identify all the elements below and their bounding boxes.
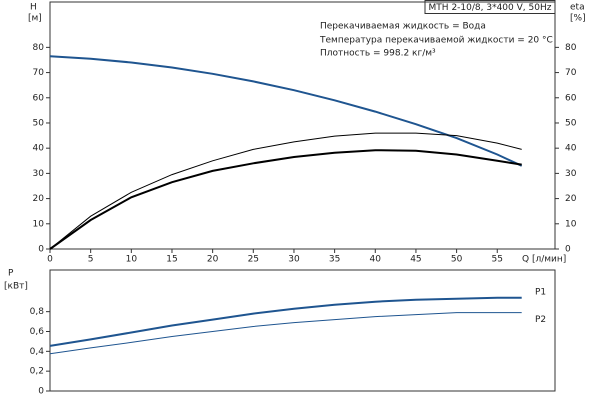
annotation: Перекачиваемая жидкость = Вода (320, 22, 486, 32)
y-axis-label: H (30, 3, 37, 13)
chart-title: MTH 2-10/8, 3*400 V, 50Hz (429, 3, 552, 13)
x-tick-label: 25 (248, 255, 259, 265)
y-tick-label: 30 (33, 169, 45, 179)
y-tick-label: 0,6 (30, 327, 45, 337)
x-tick-label: 35 (329, 255, 340, 265)
y2-tick-label: 30 (565, 169, 577, 179)
y2-tick-label: 10 (565, 219, 577, 229)
x-axis-label: Q [л/мин] (522, 255, 566, 265)
y-tick-label: 80 (33, 43, 45, 53)
series-label: P1 (535, 287, 546, 297)
curve (49, 312, 522, 355)
y2-tick-label: 40 (565, 144, 577, 154)
y-axis-unit: [кВт] (4, 282, 28, 292)
y-tick-label: 60 (33, 93, 45, 103)
x-tick-label: 0 (47, 255, 53, 265)
y-tick-label: 20 (33, 194, 45, 204)
annotation: Плотность = 998.2 кг/м³ (320, 49, 436, 59)
annotation: Температура перекачиваемой жидкости = 20… (319, 36, 553, 46)
series-label: P2 (535, 315, 546, 325)
x-tick-label: 45 (410, 255, 421, 265)
y-tick-label: 40 (33, 144, 45, 154)
y-tick-label: 0 (38, 387, 44, 397)
curve (49, 55, 523, 167)
y2-axis-label: eta (570, 3, 585, 13)
y-tick-label: 0 (38, 245, 44, 255)
curve (49, 149, 522, 250)
y-tick-label: 70 (33, 68, 45, 78)
plot-frame (49, 1, 556, 250)
curve (49, 132, 522, 250)
plot-frame (49, 269, 556, 392)
y2-tick-label: 70 (565, 68, 577, 78)
x-tick-label: 40 (370, 255, 382, 265)
x-tick-label: 5 (88, 255, 94, 265)
y2-tick-label: 0 (565, 245, 571, 255)
y-axis-label: P (8, 269, 14, 279)
y-tick-label: 50 (33, 118, 45, 128)
x-tick-label: 30 (288, 255, 300, 265)
x-tick-label: 10 (126, 255, 138, 265)
y-tick-label: 0,8 (30, 307, 45, 317)
y2-tick-label: 20 (565, 194, 577, 204)
x-tick-label: 55 (492, 255, 503, 265)
y2-tick-label: 60 (565, 93, 577, 103)
x-tick-label: 20 (207, 255, 219, 265)
y-tick-label: 0,2 (30, 367, 44, 377)
y2-tick-label: 80 (565, 43, 577, 53)
y-tick-label: 0,4 (30, 347, 45, 357)
curve (49, 296, 522, 347)
y2-tick-label: 50 (565, 118, 577, 128)
y-axis-unit: [м] (28, 14, 42, 24)
y2-axis-unit: [%] (570, 14, 586, 24)
x-tick-label: 50 (451, 255, 463, 265)
y-tick-label: 10 (33, 219, 45, 229)
x-tick-label: 15 (166, 255, 177, 265)
